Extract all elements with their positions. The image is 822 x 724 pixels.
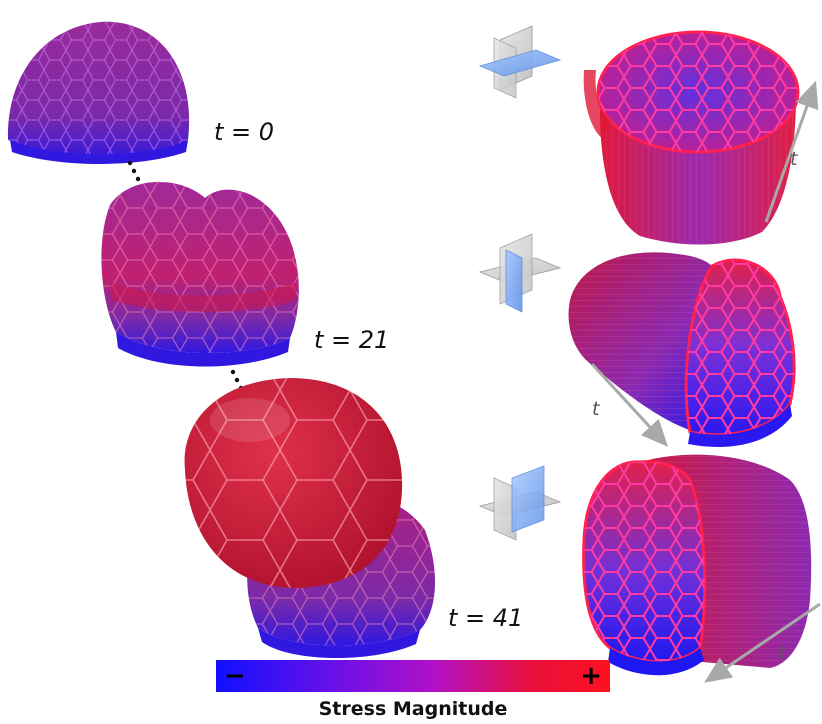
ellipsis-dots-1	[127, 160, 141, 182]
time-axis-label-3: t	[778, 642, 786, 664]
tissue-t21	[101, 181, 299, 367]
stress-colorbar: − +	[216, 660, 610, 692]
spacetime-volume-horizontal	[583, 30, 800, 245]
time-axis-arrow-2	[590, 362, 669, 447]
colorbar-max-sign: +	[580, 661, 602, 691]
section-icon-vertical-yz	[478, 465, 562, 541]
section-icon-vertical-xz	[478, 233, 562, 313]
time-axis-label-2: t	[592, 398, 600, 420]
time-label-t21: t = 21	[314, 326, 390, 354]
spacetime-volume-vertical-yz	[582, 454, 812, 676]
time-label-t0: t = 0	[214, 118, 275, 146]
tissue-t0	[7, 21, 190, 164]
colorbar-title: Stress Magnitude	[318, 698, 508, 720]
colorbar-min-sign: −	[224, 661, 246, 691]
spacetime-volume-vertical-xz	[568, 252, 796, 447]
tissue-t41	[184, 378, 436, 659]
time-axis-arrow-1	[764, 80, 819, 223]
time-label-t41: t = 41	[448, 604, 524, 632]
section-icon-horizontal	[478, 25, 562, 99]
time-axis-arrow-3	[704, 602, 821, 683]
time-axis-label-1: t	[790, 148, 798, 170]
